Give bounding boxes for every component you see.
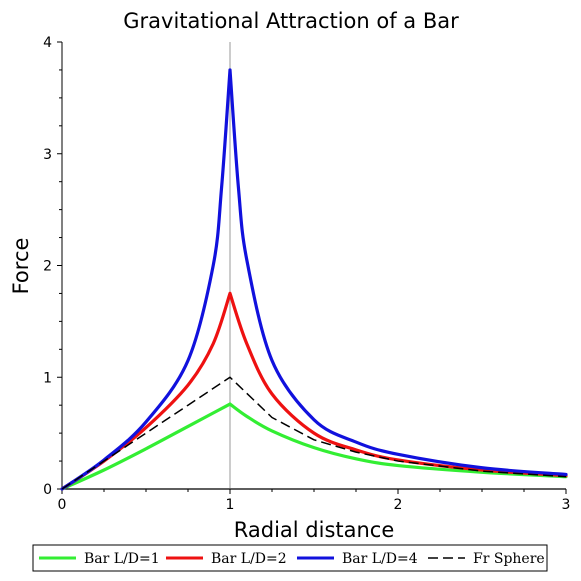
y-tick-label: 0 (43, 482, 52, 498)
y-tick-label: 4 (43, 35, 52, 51)
x-tick-label: 1 (226, 497, 235, 513)
reference-lines (62, 42, 566, 490)
x-tick-label: 3 (562, 497, 571, 513)
y-tick-label: 3 (43, 147, 52, 163)
legend: Bar L/D=1 Bar L/D=2 Bar L/D=4 Fr Sphere (32, 544, 548, 572)
plot-series (60, 68, 568, 491)
x-tick-label: 0 (58, 497, 67, 513)
legend-label-4: Fr Sphere (473, 551, 545, 567)
series-line-1 (60, 402, 568, 491)
y-tick-label: 2 (43, 259, 52, 275)
x-tick-label: 2 (394, 497, 403, 513)
y-tick-label: 1 (43, 370, 52, 386)
series-line-4 (61, 376, 567, 490)
legend-label-2: Bar L/D=2 (211, 551, 287, 567)
y-axis-label: Force (9, 238, 33, 295)
axes: 0 1 2 3 4 0 1 2 3 (43, 35, 570, 513)
series-line-2 (60, 291, 568, 491)
legend-label-3: Bar L/D=4 (342, 551, 418, 567)
chart-title: Gravitational Attraction of a Bar (123, 9, 459, 33)
x-axis-label: Radial distance (234, 518, 395, 542)
series-line-3 (60, 68, 568, 491)
legend-label-1: Bar L/D=1 (84, 551, 160, 567)
